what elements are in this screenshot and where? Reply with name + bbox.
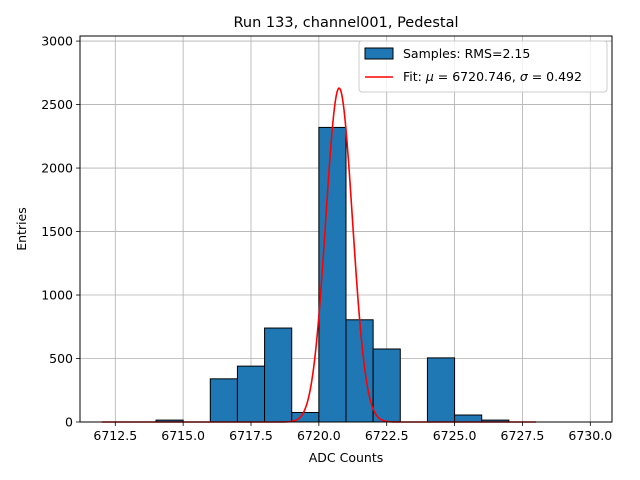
histogram-bar — [318, 126, 347, 423]
chart-title: Run 133, channel001, Pedestal — [233, 15, 458, 31]
y-tick-label: 0 — [65, 415, 73, 430]
histogram-bars — [155, 126, 510, 423]
x-tick-label: 6717.5 — [229, 428, 273, 443]
x-tick-label: 6712.5 — [93, 428, 137, 443]
x-tick-label: 6725.0 — [433, 428, 477, 443]
histogram-bar — [454, 414, 483, 423]
histogram-bar — [345, 319, 374, 423]
x-tick-label: 6720.0 — [297, 428, 341, 443]
histogram-bar — [209, 378, 238, 423]
y-tick-label: 2000 — [41, 161, 73, 176]
legend-swatch-samples — [364, 47, 394, 60]
legend: Samples: RMS=2.15 Fit: μ = 6720.746, σ =… — [358, 40, 608, 93]
y-tick-label: 500 — [49, 351, 73, 366]
histogram-bar — [372, 348, 401, 423]
y-axis-label: Entries — [14, 207, 29, 251]
legend-box — [358, 40, 608, 93]
x-tick-label: 6730.0 — [568, 428, 612, 443]
histogram-bar — [264, 327, 293, 423]
histogram-bar — [236, 365, 266, 423]
y-tick-label: 3000 — [41, 34, 73, 49]
y-axis-ticks: 0 500 1000 1500 2000 2500 3000 — [41, 34, 80, 430]
histogram-bar — [426, 357, 456, 423]
x-axis-label: ADC Counts — [309, 450, 384, 465]
y-tick-label: 1000 — [41, 288, 73, 303]
legend-label-samples: Samples: RMS=2.15 — [403, 46, 530, 61]
x-axis-ticks: 6712.5 6715.0 6717.5 6720.0 6722.5 6725.0 6727… — [93, 422, 612, 443]
y-tick-label: 2500 — [41, 97, 73, 112]
legend-label-fit: Fit: μ = 6720.746, σ = 0.492 — [403, 69, 582, 84]
plot-frame — [79, 35, 613, 423]
x-tick-label: 6715.0 — [161, 428, 205, 443]
y-tick-label: 1500 — [41, 224, 73, 239]
x-tick-label: 6722.5 — [365, 428, 409, 443]
x-tick-label: 6727.5 — [501, 428, 545, 443]
